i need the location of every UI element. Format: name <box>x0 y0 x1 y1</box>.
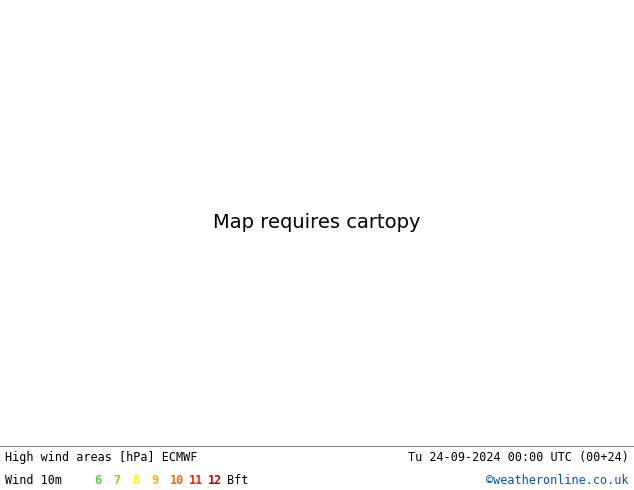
Text: 12: 12 <box>208 473 222 487</box>
Text: 7: 7 <box>113 473 120 487</box>
Text: ©weatheronline.co.uk: ©weatheronline.co.uk <box>486 473 629 487</box>
Text: 9: 9 <box>151 473 158 487</box>
Text: 11: 11 <box>189 473 203 487</box>
Text: Wind 10m: Wind 10m <box>5 473 62 487</box>
Text: Tu 24-09-2024 00:00 UTC (00+24): Tu 24-09-2024 00:00 UTC (00+24) <box>408 451 629 464</box>
Text: 6: 6 <box>94 473 101 487</box>
Text: 10: 10 <box>170 473 184 487</box>
Text: High wind areas [hPa] ECMWF: High wind areas [hPa] ECMWF <box>5 451 197 464</box>
Text: Map requires cartopy: Map requires cartopy <box>213 213 421 232</box>
Text: Bft: Bft <box>227 473 249 487</box>
Text: 8: 8 <box>132 473 139 487</box>
